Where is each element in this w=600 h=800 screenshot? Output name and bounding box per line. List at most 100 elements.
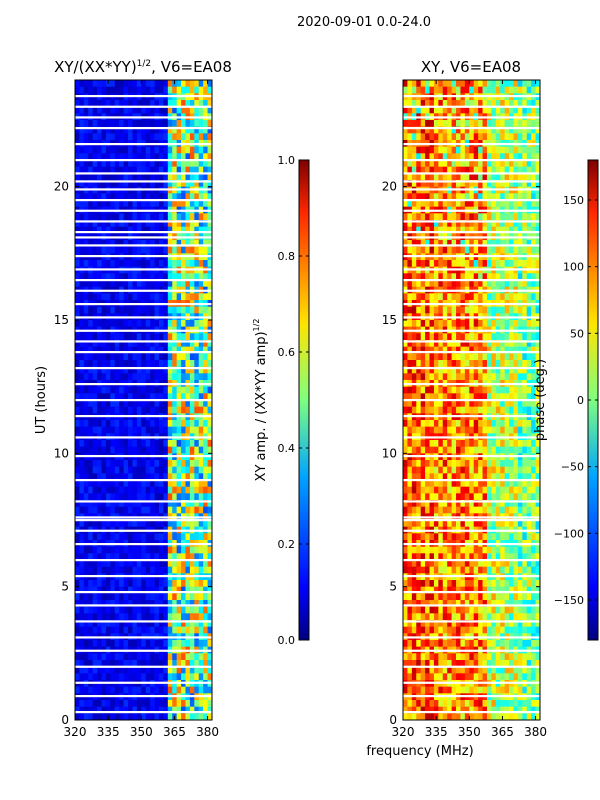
phase-cell (464, 460, 470, 468)
amplitude-cell (176, 100, 182, 108)
phase-cell (526, 193, 532, 201)
phase-cell (473, 386, 479, 394)
amplitude-cell (198, 360, 204, 368)
amplitude-cell (207, 126, 213, 134)
amplitude-cell (97, 220, 102, 228)
amplitude-cell (114, 466, 120, 474)
amplitude-cell (92, 360, 98, 368)
phase-cell (513, 480, 519, 488)
amplitude-cell (207, 426, 213, 434)
amplitude-cell (105, 446, 111, 454)
amplitude-cell (189, 520, 195, 528)
amplitude-cell (176, 446, 182, 454)
amplitude-cell (97, 560, 102, 568)
amplitude-cell (101, 546, 107, 554)
amplitude-cell (158, 133, 164, 141)
amplitude-cell (128, 406, 133, 414)
phase-cell (504, 426, 510, 434)
phase-cell (473, 133, 479, 141)
amplitude-cell (167, 480, 173, 488)
phase-cell (416, 226, 422, 234)
phase-cell (517, 173, 523, 181)
amplitude-cell (92, 493, 98, 501)
amplitude-cell (181, 506, 186, 514)
amplitude-cell (150, 606, 155, 614)
amplitude-cell (123, 466, 129, 474)
phase-cell (469, 80, 475, 88)
phase-cell (473, 473, 479, 481)
amplitude-cell (181, 533, 186, 541)
amplitude-cell (114, 500, 120, 508)
amplitude-cell (167, 626, 173, 634)
phase-cell (438, 486, 444, 494)
amplitude-cell (128, 586, 133, 594)
phase-cell (429, 400, 435, 408)
amplitude-cell (97, 180, 102, 188)
phase-cell (451, 473, 457, 481)
phase-cell (486, 80, 492, 88)
amplitude-cell (158, 226, 164, 234)
amplitude-cell (181, 260, 186, 268)
amplitude-cell (207, 493, 213, 501)
amplitude-cell (75, 180, 80, 188)
amplitude-cell (88, 613, 94, 621)
amplitude-cell (172, 653, 177, 661)
amplitude-cell (92, 620, 98, 628)
phase-cell (504, 400, 510, 408)
amplitude-cell (136, 280, 142, 288)
phase-cell (522, 133, 528, 141)
amplitude-cell (75, 126, 80, 134)
amplitude-cell (203, 653, 208, 661)
amplitude-cell (114, 686, 120, 694)
amplitude-cell (123, 306, 129, 314)
amplitude-cell (92, 600, 98, 608)
amplitude-cell (101, 293, 107, 301)
amplitude-cell (79, 200, 85, 208)
phase-cell (464, 426, 470, 434)
phase-cell (469, 246, 475, 254)
phase-cell (486, 146, 492, 154)
amplitude-cell (189, 653, 195, 661)
amplitude-cell (163, 200, 169, 208)
amplitude-cell (167, 246, 173, 254)
amplitude-cell (97, 473, 102, 481)
phase-cell (469, 126, 475, 134)
amplitude-cell (194, 673, 200, 681)
amplitude-cell (105, 580, 111, 588)
amplitude-cell (119, 346, 124, 354)
amplitude-cell (97, 406, 102, 414)
phase-cell (517, 360, 523, 368)
phase-cell (509, 320, 514, 328)
amplitude-cell (181, 500, 186, 508)
phase-cell (451, 80, 457, 88)
phase-cell (460, 320, 466, 328)
phase-cell (464, 226, 470, 234)
amplitude-cell (114, 640, 120, 648)
phase-cell (460, 426, 466, 434)
phase-cell (451, 306, 457, 314)
amplitude-cell (110, 620, 116, 628)
phase-cell (464, 213, 470, 221)
amplitude-cell (154, 560, 160, 568)
amplitude-cell (92, 500, 98, 508)
phase-cell (486, 486, 492, 494)
amplitude-cell (194, 293, 200, 301)
phase-cell (535, 246, 541, 254)
amplitude-cell (83, 260, 89, 268)
amplitude-flagged-row (75, 244, 212, 247)
amplitude-cell (88, 100, 94, 108)
phase-cell (495, 333, 501, 341)
phase-cell (517, 193, 523, 201)
phase-cell (416, 260, 422, 268)
amplitude-cell (203, 340, 208, 348)
amplitude-cell (114, 213, 120, 221)
amplitude-cell (163, 153, 169, 161)
amplitude-cell (185, 440, 191, 448)
phase-cell (442, 393, 448, 401)
amplitude-cell (128, 480, 133, 488)
amplitude-cell (123, 226, 129, 234)
phase-cell (403, 320, 408, 328)
phase-cell (500, 246, 505, 254)
phase-cell (429, 166, 435, 174)
amplitude-cell (119, 406, 124, 414)
